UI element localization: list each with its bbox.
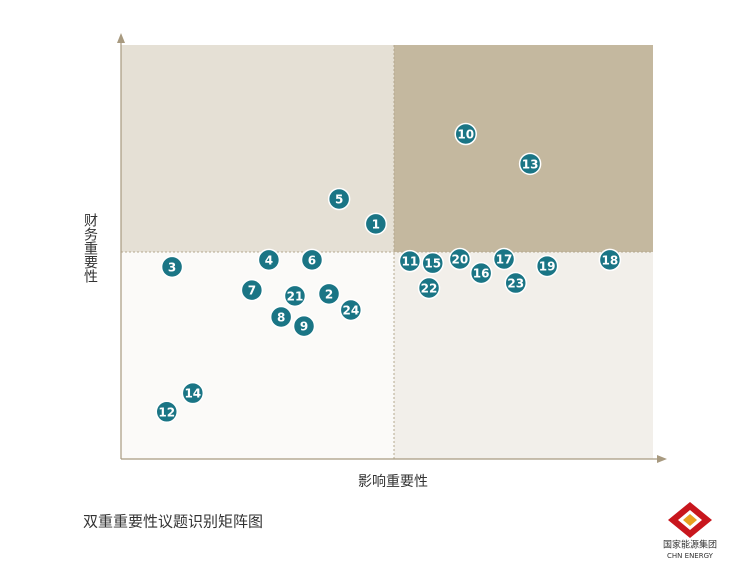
point bbox=[535, 254, 559, 278]
point bbox=[160, 255, 184, 279]
point bbox=[504, 271, 527, 295]
quadrant bbox=[394, 45, 653, 252]
point bbox=[454, 122, 477, 146]
y-axis-title: 财务重要性 bbox=[82, 213, 98, 283]
point bbox=[417, 276, 441, 300]
x-axis-title: 影响重要性 bbox=[358, 474, 428, 490]
point-label: 24 bbox=[342, 303, 359, 317]
point-label: 15 bbox=[424, 257, 441, 271]
point bbox=[240, 278, 264, 302]
point-label: 22 bbox=[421, 282, 438, 296]
point-label: 2 bbox=[325, 287, 333, 301]
point-label: 1 bbox=[372, 217, 380, 231]
point-label: 13 bbox=[522, 157, 539, 171]
point-label: 16 bbox=[473, 267, 490, 281]
point-label: 14 bbox=[184, 387, 201, 401]
point-label: 21 bbox=[287, 289, 304, 303]
quadrant bbox=[121, 45, 394, 252]
point bbox=[364, 212, 388, 236]
logo-text: 国家能源集团 bbox=[663, 539, 717, 551]
logo-subtext: CHN ENERGY bbox=[667, 552, 714, 560]
point bbox=[181, 381, 205, 405]
point bbox=[269, 305, 293, 329]
point-label: 7 bbox=[248, 284, 256, 298]
point-label: 3 bbox=[168, 260, 176, 274]
point bbox=[518, 152, 542, 176]
point bbox=[339, 298, 363, 322]
point bbox=[398, 249, 422, 273]
point-label: 10 bbox=[457, 128, 474, 142]
point-label: 9 bbox=[300, 320, 308, 334]
x-arrow bbox=[657, 455, 667, 463]
logo-icon bbox=[668, 502, 712, 538]
point bbox=[317, 282, 341, 306]
point-label: 6 bbox=[308, 253, 316, 267]
point-label: 4 bbox=[265, 253, 273, 267]
point-label: 23 bbox=[507, 277, 524, 291]
point bbox=[327, 187, 351, 211]
point bbox=[155, 400, 179, 424]
point bbox=[598, 248, 622, 272]
point bbox=[469, 261, 493, 285]
point bbox=[283, 284, 307, 308]
point-label: 12 bbox=[158, 405, 175, 419]
point-label: 20 bbox=[452, 253, 469, 267]
point-label: 19 bbox=[539, 260, 556, 274]
point-label: 11 bbox=[402, 255, 419, 269]
point-label: 17 bbox=[496, 253, 513, 267]
point bbox=[292, 314, 316, 338]
point-label: 5 bbox=[335, 193, 343, 207]
point bbox=[448, 247, 472, 271]
point-label: 8 bbox=[277, 310, 285, 324]
point bbox=[300, 248, 324, 272]
point bbox=[492, 247, 516, 271]
point-label: 18 bbox=[602, 253, 619, 267]
caption: 双重重要性议题识别矩阵图 bbox=[83, 513, 263, 531]
point bbox=[257, 248, 281, 272]
y-arrow bbox=[117, 33, 125, 43]
point bbox=[421, 251, 445, 275]
